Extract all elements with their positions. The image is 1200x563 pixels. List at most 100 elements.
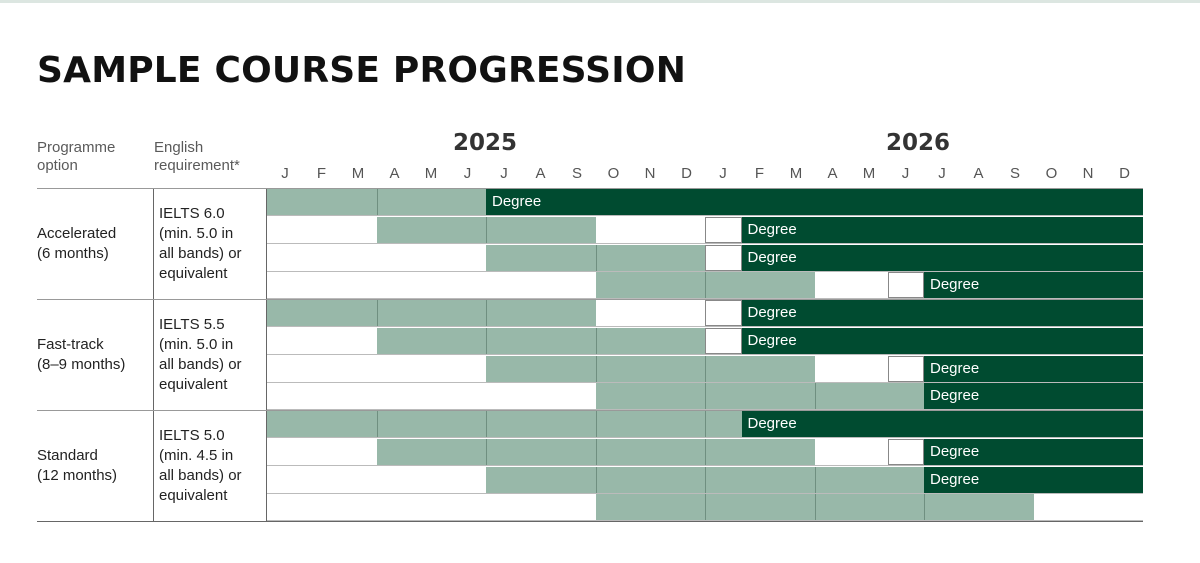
term-divider — [376, 411, 378, 437]
month-label: A — [389, 165, 400, 182]
term-divider — [705, 466, 706, 493]
term-divider — [486, 216, 487, 243]
requirement-line: (min. 5.0 in — [159, 224, 234, 242]
study-bar — [486, 355, 815, 382]
english-requirement-label: IELTS 6.0 (min. 5.0 in all bands) or equiva… — [159, 204, 242, 284]
programme-option-label: Fast-track (8–9 months) — [37, 335, 125, 375]
term-divider — [486, 411, 487, 437]
break-cell — [705, 216, 742, 243]
study-bar — [267, 411, 742, 437]
term-divider — [486, 327, 487, 354]
month-label: O — [607, 165, 620, 182]
degree-bar: Degree — [741, 216, 1143, 243]
month-label: A — [973, 165, 984, 182]
term-divider — [814, 383, 816, 410]
term-divider — [595, 327, 597, 354]
term-divider — [814, 494, 816, 521]
requirement-line: IELTS 6.0 — [159, 204, 225, 222]
month-label: M — [789, 165, 803, 182]
term-divider — [486, 300, 487, 326]
english-requirement-label: IELTS 5.0 (min. 4.5 in all bands) or equiva… — [159, 426, 242, 506]
term-divider — [595, 438, 597, 465]
requirement-line: (min. 5.0 in — [159, 335, 234, 353]
group-divider — [37, 410, 1143, 411]
month-label: J — [500, 165, 509, 182]
row-divider — [267, 326, 1143, 327]
row-divider — [267, 520, 1143, 522]
option-line: (8–9 months) — [37, 355, 126, 373]
month-label: D — [681, 165, 693, 182]
requirement-line: all bands) or — [159, 466, 242, 484]
month-label: F — [754, 165, 765, 182]
group-divider — [37, 188, 1143, 189]
programme-option-label: Standard (12 months) — [37, 446, 117, 486]
requirement-line: all bands) or — [159, 244, 242, 262]
degree-bar: Degree — [741, 411, 1143, 437]
grid-bottom-rule — [37, 521, 1143, 522]
header-line: option — [37, 157, 78, 174]
programme-option-label: Accelerated (6 months) — [37, 224, 116, 264]
study-bar — [376, 327, 705, 354]
degree-bar: Degree — [486, 189, 1143, 215]
row-divider — [267, 353, 1143, 355]
row-divider — [267, 215, 1143, 216]
break-cell — [887, 272, 924, 299]
term-divider — [376, 300, 378, 326]
requirement-line: equivalent — [159, 486, 228, 504]
degree-bar: Degree — [741, 300, 1143, 326]
month-label: J — [463, 165, 472, 182]
header-line: Programme — [37, 139, 116, 156]
month-label: N — [644, 165, 656, 182]
requirement-line: IELTS 5.5 — [159, 315, 225, 333]
break-cell — [705, 300, 742, 326]
month-label: S — [571, 165, 583, 182]
degree-bar: Degree — [741, 244, 1143, 271]
study-bar — [267, 300, 596, 326]
month-label: J — [719, 165, 728, 182]
group-divider — [37, 299, 1143, 300]
month-label: M — [424, 165, 438, 182]
month-label: F — [316, 165, 327, 182]
term-divider — [705, 438, 706, 465]
term-divider — [595, 411, 597, 437]
month-label: J — [281, 165, 290, 182]
requirement-column-divider — [153, 188, 154, 521]
break-cell — [705, 327, 742, 354]
term-divider — [705, 411, 706, 437]
month-label: J — [901, 165, 910, 182]
month-label: M — [351, 165, 365, 182]
year-2026: 2026 — [885, 130, 951, 156]
requirement-line: all bands) or — [159, 355, 242, 373]
english-requirement-header: English requirement* — [154, 139, 240, 175]
degree-bar: Degree — [924, 438, 1143, 465]
term-divider — [705, 272, 706, 299]
month-label: A — [535, 165, 546, 182]
header-line: requirement* — [154, 157, 240, 174]
row-divider — [267, 298, 1143, 300]
term-divider — [705, 355, 706, 382]
option-line: Fast-track — [37, 335, 104, 353]
degree-bar: Degree — [741, 327, 1143, 354]
row-divider — [267, 381, 1143, 383]
break-cell — [887, 438, 924, 465]
degree-bar: Degree — [924, 383, 1143, 410]
break-cell — [705, 244, 742, 271]
header-line: English — [154, 139, 204, 156]
month-label: O — [1045, 165, 1058, 182]
requirement-line: IELTS 5.0 — [159, 426, 225, 444]
requirement-line: (min. 4.5 in — [159, 446, 234, 464]
degree-bar: Degree — [924, 272, 1143, 299]
requirement-line: equivalent — [159, 375, 228, 393]
month-label: S — [1009, 165, 1021, 182]
row-divider — [267, 464, 1143, 466]
option-line: Standard — [37, 446, 98, 464]
requirement-line: equivalent — [159, 264, 228, 282]
month-label: M — [862, 165, 876, 182]
month-label: D — [1119, 165, 1131, 182]
term-divider — [595, 244, 597, 271]
timeline-column-divider — [266, 188, 267, 521]
term-divider — [814, 466, 816, 493]
row-divider — [267, 270, 1143, 272]
break-cell — [887, 355, 924, 382]
term-divider — [595, 466, 597, 493]
